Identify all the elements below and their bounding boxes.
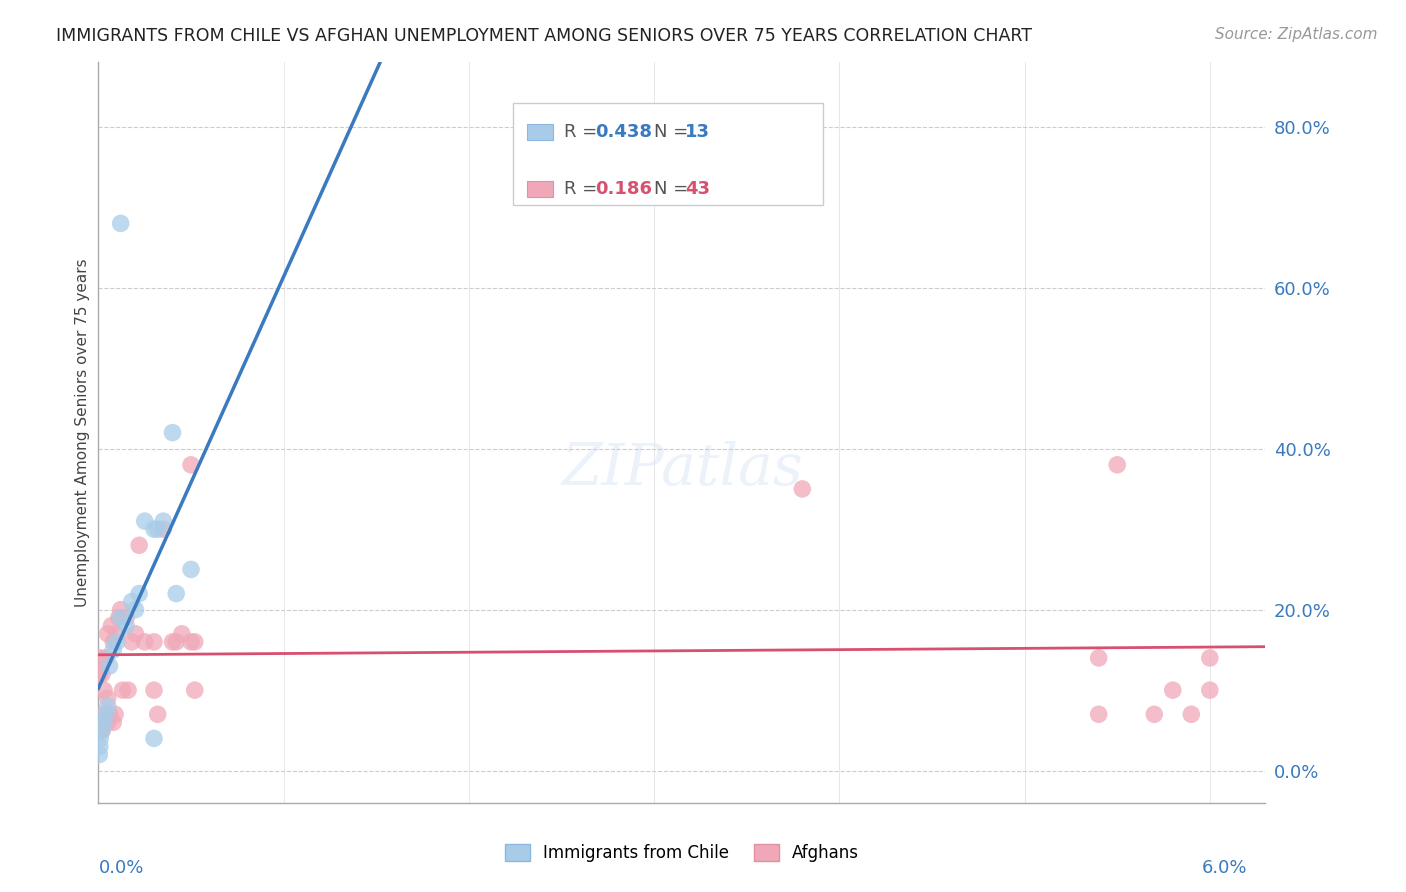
Text: Source: ZipAtlas.com: Source: ZipAtlas.com (1215, 27, 1378, 42)
Point (124, 602, 146, 616)
Point (146, 707, 169, 722)
Point (121, 594, 143, 608)
Point (105, 635, 128, 649)
Point (89, 651, 111, 665)
Point (97, 691, 120, 706)
Text: N =: N = (654, 180, 693, 198)
Text: 0.186: 0.186 (595, 180, 652, 198)
Point (115, 619, 138, 633)
Point (91, 667, 114, 681)
Point (89, 731, 111, 746)
Text: 13: 13 (685, 123, 710, 141)
Point (103, 715, 125, 730)
Point (1143, 707, 1166, 722)
Text: ZIPatlas: ZIPatlas (561, 442, 803, 498)
Point (143, 731, 166, 746)
Point (98, 707, 121, 722)
Point (89, 667, 111, 681)
Text: 6.0%: 6.0% (1201, 859, 1247, 877)
Point (94, 707, 117, 722)
Point (128, 586, 150, 600)
Text: 0.438: 0.438 (595, 123, 652, 141)
Point (143, 683, 166, 698)
Point (89, 739, 111, 754)
Point (180, 562, 202, 576)
Point (110, 610, 132, 624)
Point (91, 723, 114, 738)
Point (184, 635, 207, 649)
Y-axis label: Unemployment Among Seniors over 75 years: Unemployment Among Seniors over 75 years (75, 259, 90, 607)
Point (1087, 707, 1109, 722)
Point (162, 635, 184, 649)
Text: R =: R = (564, 180, 603, 198)
Point (103, 643, 125, 657)
Text: 43: 43 (685, 180, 710, 198)
Point (1107, 458, 1129, 472)
Point (110, 216, 132, 230)
Point (152, 514, 174, 528)
Point (93, 715, 115, 730)
Point (105, 627, 128, 641)
Point (165, 635, 187, 649)
Point (184, 683, 207, 698)
Point (1087, 651, 1109, 665)
Point (91, 723, 114, 738)
Point (134, 635, 156, 649)
Point (100, 619, 122, 633)
Point (97, 699, 120, 714)
Point (97, 715, 120, 730)
Point (1161, 683, 1184, 698)
Point (93, 683, 115, 698)
Point (134, 514, 156, 528)
Point (152, 522, 174, 536)
Point (124, 627, 146, 641)
Text: R =: R = (564, 123, 603, 141)
Point (146, 522, 169, 536)
Text: N =: N = (654, 123, 693, 141)
Point (162, 425, 184, 440)
Point (165, 586, 187, 600)
Point (117, 683, 139, 698)
Point (1198, 683, 1220, 698)
Point (143, 635, 166, 649)
Point (128, 538, 150, 552)
Point (143, 522, 166, 536)
Text: IMMIGRANTS FROM CHILE VS AFGHAN UNEMPLOYMENT AMONG SENIORS OVER 75 YEARS CORRELA: IMMIGRANTS FROM CHILE VS AFGHAN UNEMPLOY… (56, 27, 1032, 45)
Point (110, 602, 132, 616)
Point (792, 482, 814, 496)
Point (115, 610, 138, 624)
Point (107, 610, 129, 624)
Point (98, 659, 121, 673)
Point (103, 635, 125, 649)
Point (180, 635, 202, 649)
Text: 0.0%: 0.0% (98, 859, 143, 877)
Point (89, 723, 111, 738)
Point (97, 627, 120, 641)
Point (94, 651, 117, 665)
Point (93, 707, 115, 722)
Point (180, 458, 202, 472)
Point (1198, 651, 1220, 665)
Point (121, 635, 143, 649)
Point (104, 707, 127, 722)
Point (1180, 707, 1202, 722)
Point (111, 683, 134, 698)
Legend: Immigrants from Chile, Afghans: Immigrants from Chile, Afghans (498, 837, 866, 869)
Point (89, 747, 111, 762)
Point (170, 627, 193, 641)
